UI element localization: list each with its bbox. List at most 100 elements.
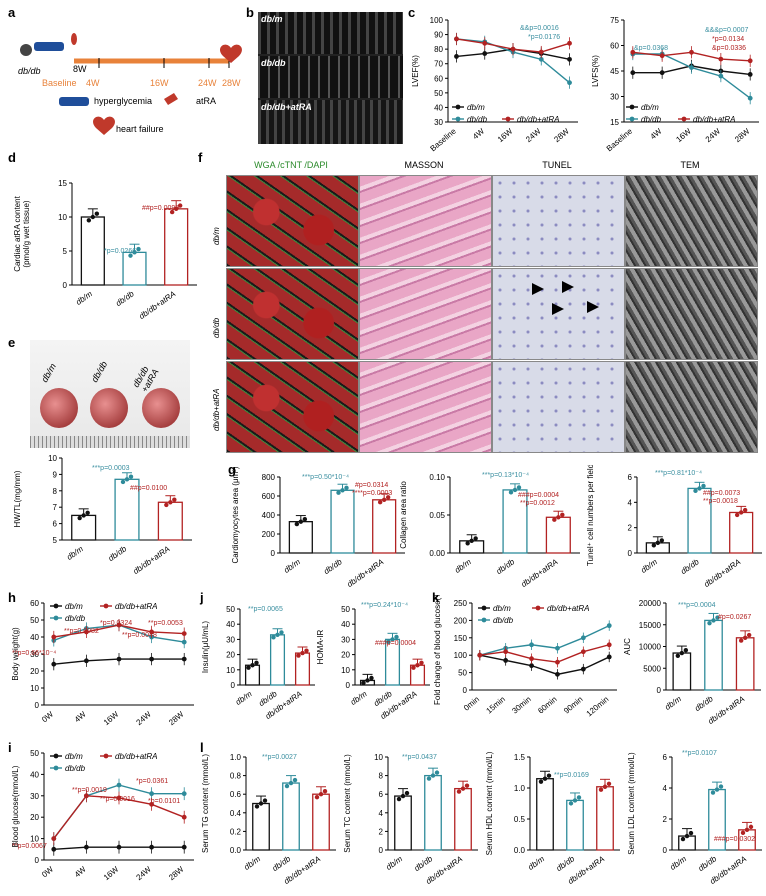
data-point [254, 804, 260, 809]
y-tick-label: 1.5 [514, 753, 526, 762]
data-point [606, 642, 612, 648]
data-point [556, 515, 561, 520]
data-point [177, 203, 183, 208]
capsule-icon [164, 93, 178, 105]
data-point [304, 648, 309, 653]
annotation: &&p=0.0016 [520, 25, 559, 32]
y-tick-label: 0.0 [230, 846, 242, 855]
data-point [651, 543, 657, 548]
y-tick-label: 0.8 [230, 772, 242, 781]
data-point [415, 663, 420, 668]
data-point [90, 214, 96, 220]
data-point [262, 798, 268, 803]
y-tick-label: 50 [30, 749, 39, 758]
data-point [300, 650, 305, 656]
gtt-chart: 0 50 100 150 200 250 Fold change of blood gluc… [433, 595, 617, 718]
data-point [630, 49, 636, 55]
echo-image-atra [258, 100, 403, 144]
data-point [580, 635, 586, 641]
legend-label: db/m [65, 752, 83, 761]
y-tick-label: 0.5 [514, 815, 526, 824]
x-tick-label: 28W [167, 864, 186, 882]
hdl-chart: 0.0 0.5 1.0 1.5 Serum HDL content (mmol/L) db… [485, 751, 620, 886]
bar [454, 787, 472, 851]
legend-marker [103, 753, 109, 759]
data-point [747, 58, 753, 64]
annotation: *p=0.0324 [100, 620, 132, 627]
data-point [149, 629, 155, 635]
y-tick-label: 0 [35, 701, 40, 710]
bar [545, 516, 571, 554]
micrograph-tem [625, 268, 758, 360]
y-tick-label: 6 [663, 753, 668, 762]
echo-image-dbdb [258, 56, 403, 98]
data-point [482, 40, 488, 46]
data-point [689, 65, 694, 70]
col-header-wga: WGA /cTNT /DAPI [254, 160, 328, 170]
y-axis-label: Serum TG content (mmol/L) [201, 754, 210, 853]
x-tick-label: db/m [282, 557, 302, 575]
data-point [430, 773, 436, 778]
x-tick-label: 16W [674, 126, 693, 144]
data-point [742, 635, 748, 640]
x-tick-label: 0W [40, 864, 55, 879]
data-point [529, 642, 534, 648]
time-label-28w: 28W [222, 78, 241, 88]
x-tick-label: 16W [496, 126, 515, 144]
micrograph-tem [625, 361, 758, 453]
annotation: #p=0.0314 [355, 482, 388, 489]
data-point [747, 72, 753, 77]
annotation: ###p=0.0302 [714, 836, 755, 843]
y-tick-label: 40 [434, 103, 443, 112]
annotation: *p=0.0134 [712, 36, 744, 43]
data-point [711, 618, 716, 623]
data-point [77, 515, 82, 521]
data-point [394, 634, 399, 640]
data-point [552, 517, 557, 522]
y-tick-label: 8 [53, 487, 58, 496]
x-tick-label: 0W [40, 709, 55, 724]
y-tick-label: 6 [628, 473, 633, 482]
legend-marker [53, 615, 59, 621]
y-axis-label: Tunel⁺ cell numbers per field [586, 465, 595, 566]
data-point [271, 635, 276, 640]
data-point [477, 652, 483, 658]
heart-image-dbdb [90, 388, 128, 428]
data-point [538, 56, 544, 62]
y-tick-label: 20 [341, 651, 350, 660]
annotation: **p=0.0016 [100, 796, 135, 803]
data-point [697, 486, 702, 491]
y-tick-label: 0 [379, 846, 384, 855]
data-point [83, 844, 89, 850]
data-point [555, 645, 560, 651]
y-tick-label: 0 [346, 681, 351, 690]
x-tick-label: 30min [510, 695, 532, 716]
x-tick-label: db/db [693, 694, 715, 713]
heart-image-dbm [40, 388, 78, 428]
legend-label: db/db [467, 115, 488, 124]
data-point [567, 80, 572, 86]
data-point [560, 512, 565, 518]
data-point [302, 517, 308, 522]
data-point [503, 658, 509, 663]
data-point [546, 773, 552, 778]
data-point [254, 660, 259, 666]
data-point [369, 675, 374, 681]
annotation: &p=0.0336 [712, 45, 746, 52]
legend-marker [103, 603, 109, 609]
y-tick-label: 30 [610, 93, 619, 102]
y-tick-label: 0 [63, 281, 68, 290]
annotation: ****p=0.0003 [352, 490, 392, 497]
data-point [748, 824, 754, 830]
data-point [294, 521, 300, 527]
annotation: *p=0.0361 [136, 778, 168, 785]
mouse-icon [20, 44, 32, 56]
data-point [718, 73, 724, 79]
y-tick-label: 10 [374, 753, 383, 762]
data-point [529, 656, 534, 662]
row-label: db/db [212, 317, 221, 338]
y-tick-label: 600 [262, 492, 276, 501]
data-point [136, 246, 141, 252]
